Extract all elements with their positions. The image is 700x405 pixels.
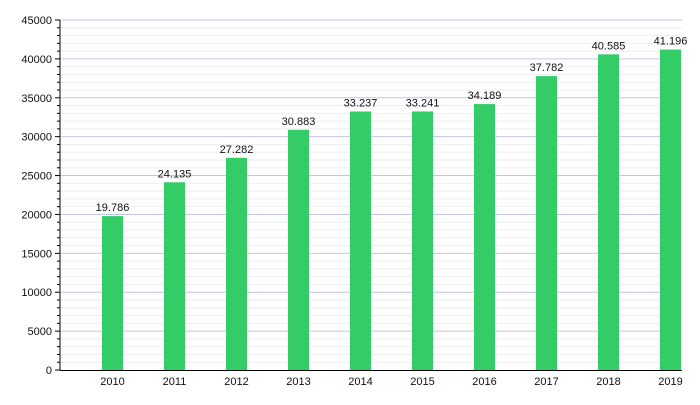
y-tick-label: 20000: [21, 209, 52, 221]
bar-2015: [412, 111, 433, 370]
x-tick-label: 2013: [286, 376, 310, 388]
data-label: 40.585: [592, 40, 626, 52]
data-label: 34.189: [468, 90, 502, 102]
bar-2016: [474, 104, 495, 370]
y-tick-label: 25000: [21, 171, 52, 183]
bar-2012: [226, 157, 247, 370]
data-label: 41.196: [654, 36, 688, 48]
x-tick-label: 2010: [100, 376, 124, 388]
data-label: 24.135: [158, 168, 192, 180]
data-label: 33.241: [406, 97, 440, 109]
x-tick-label: 2012: [224, 376, 248, 388]
x-tick-label: 2011: [163, 376, 187, 388]
y-tick-label: 15000: [21, 248, 52, 260]
data-label: 19.786: [96, 202, 130, 214]
bar-2014: [350, 111, 371, 371]
y-tick-label: 35000: [21, 93, 52, 105]
data-label: 37.782: [530, 62, 564, 74]
bar-2010: [102, 216, 123, 370]
y-tick-label: 30000: [21, 132, 52, 144]
data-label: 30.883: [282, 116, 316, 128]
axes: 0 5000 10000 15000 20000 25000 30000 35000 40000…: [21, 15, 682, 388]
y-tick-label: 10000: [21, 287, 52, 299]
x-tick-label: 2019: [658, 376, 682, 388]
x-tick-label: 2018: [596, 376, 620, 388]
bar-2017: [536, 76, 557, 370]
data-label: 33.237: [344, 97, 378, 109]
grid: [61, 19, 682, 363]
bar-2011: [164, 182, 185, 370]
x-tick-label: 2014: [348, 376, 372, 388]
y-tick-label: 40000: [21, 54, 52, 66]
bar-2013: [288, 129, 309, 370]
x-tick-label: 2017: [534, 376, 558, 388]
bars: 19.786 24.135 27.282 30.883 33.237 33.241 34.1…: [96, 36, 688, 371]
y-tick-label: 5000: [28, 326, 52, 338]
y-tick-label: 45000: [21, 15, 52, 27]
bar-2019: [660, 49, 681, 370]
data-label: 27.282: [220, 144, 254, 156]
x-tick-label: 2015: [410, 376, 434, 388]
bar-2018: [598, 54, 619, 370]
y-tick-label: 0: [46, 365, 52, 377]
x-tick-label: 2016: [472, 376, 496, 388]
